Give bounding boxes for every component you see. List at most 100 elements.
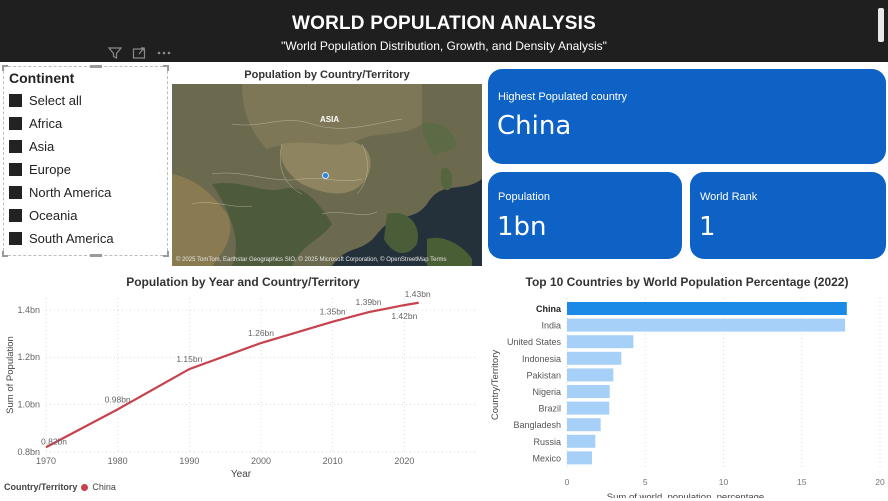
slicer-item-oceania[interactable]: Oceania [9,204,114,227]
scrollbar[interactable] [878,8,884,42]
category-label: Nigeria [532,387,561,397]
legend-item-china[interactable]: China [92,482,116,492]
x-tick-label: 1980 [108,456,128,466]
checkbox[interactable] [9,232,22,245]
slicer-item-label: North America [29,185,112,200]
slicer-item-europe[interactable]: Europe [9,158,114,181]
resize-handle[interactable] [2,251,8,257]
legend-swatch [81,483,89,491]
data-label: 0.98bn [105,394,131,404]
map-bubble-china[interactable] [322,172,329,179]
data-label: 1.42bn [391,311,417,321]
x-tick-label: 10 [719,477,729,487]
filter-icon[interactable] [107,46,123,63]
data-label: 1.43bn [405,290,431,299]
data-label: 1.35bn [320,307,346,317]
slicer-item-south-america[interactable]: South America [9,227,114,250]
resize-handle[interactable] [90,254,102,257]
report-subtitle: "World Population Distribution, Growth, … [281,39,607,53]
bar-mexico[interactable] [567,451,593,465]
x-tick-label: 0 [565,477,570,487]
y-tick-label: 1.2bn [17,352,40,362]
y-tick-label: 0.8bn [17,447,40,457]
bar-brazil[interactable] [567,401,610,415]
checkbox[interactable] [9,117,22,130]
category-label: India [541,321,561,331]
resize-handle[interactable] [90,65,102,68]
slicer-item-label: Europe [29,162,71,177]
category-label: China [536,304,562,314]
category-label: Indonesia [522,354,561,364]
resize-handle[interactable] [163,65,169,71]
report-header: WORLD POPULATION ANALYSIS "World Populat… [0,0,888,62]
population-card: Population 1bn [488,172,682,259]
map-region-label: ASIA [320,115,340,124]
checkbox[interactable] [9,94,22,107]
data-label: 1.26bn [248,328,274,338]
slicer-item-select-all[interactable]: Select all [9,89,114,112]
checkbox[interactable] [9,163,22,176]
checkbox[interactable] [9,140,22,153]
x-tick-label: 1970 [36,456,56,466]
bar-russia[interactable] [567,434,596,448]
card-label: Highest Populated country [498,91,628,103]
highest-populated-card: Highest Populated country China [488,69,886,164]
bar-bangladesh[interactable] [567,418,601,432]
continent-slicer[interactable]: Continent Select all Africa Asia Europe … [2,65,169,257]
y-axis-label: Country/Territory [490,350,501,420]
resize-handle[interactable] [163,251,169,257]
legend-title: Country/Territory [4,482,78,492]
slicer-item-asia[interactable]: Asia [9,135,114,158]
line-legend: Country/Territory China [4,482,116,492]
slicer-item-north-america[interactable]: North America [9,181,114,204]
x-tick-label: 5 [643,477,648,487]
slicer-item-africa[interactable]: Africa [9,112,114,135]
x-tick-label: 2000 [251,456,271,466]
report-title: WORLD POPULATION ANALYSIS [291,13,597,34]
category-label: United States [507,337,562,347]
data-label: 0.82bn [41,436,67,446]
bar-china[interactable] [567,302,847,315]
bar-indonesia[interactable] [567,351,622,365]
card-label: World Rank [700,191,758,203]
x-tick-label: 2020 [394,456,414,466]
slicer-item-label: Africa [29,116,63,131]
map-title: Population by Country/Territory [244,69,410,81]
card-value: 1 [699,212,716,242]
checkbox[interactable] [9,186,22,199]
series-line-china[interactable] [45,301,419,449]
data-label: 1.15bn [176,354,202,364]
bar-united-states[interactable] [567,335,634,349]
category-label: Bangladesh [513,420,561,430]
category-label: Mexico [532,453,561,463]
slicer-item-label: Asia [29,139,55,154]
slicer-item-label: Oceania [29,208,78,223]
x-tick-label: 20 [875,477,885,487]
slicer-title: Continent [9,70,75,86]
x-tick-label: 1990 [179,456,199,466]
more-options-icon[interactable] [156,46,172,63]
category-label: Pakistan [526,370,561,380]
line-chart-title: Population by Year and Country/Territory [126,275,360,289]
map-credit: © 2025 TomTom, Earthstar Geographics SIO… [176,257,447,263]
checkbox[interactable] [9,209,22,222]
slicer-list: Select all Africa Asia Europe North Amer… [9,89,114,250]
x-tick-label: 2010 [323,456,343,466]
bar-nigeria[interactable] [567,385,610,398]
population-line-chart[interactable]: 1970 1980 1990 2000 2010 2020 0.8bn 1.0bn 1.2bn 1… [0,290,486,482]
y-tick-label: 1.4bn [17,305,40,315]
x-tick-label: 15 [797,477,807,487]
category-label: Brazil [538,404,561,414]
bar-pakistan[interactable] [567,368,614,382]
focus-mode-icon[interactable] [132,46,146,63]
bar-india[interactable] [567,318,846,332]
population-map[interactable]: ASIA © 2025 TomTom, Earthstar Geographic… [172,84,482,266]
y-axis-label: Sum of Population [5,336,16,414]
resize-handle[interactable] [2,65,8,71]
slicer-item-label: South America [29,231,114,246]
card-label: Population [498,191,550,203]
card-value: 1bn [497,212,547,242]
top10-bar-chart[interactable]: 0 5 10 15 20 China India United States Indonesia… [486,290,886,498]
world-rank-card: World Rank 1 [690,172,886,259]
